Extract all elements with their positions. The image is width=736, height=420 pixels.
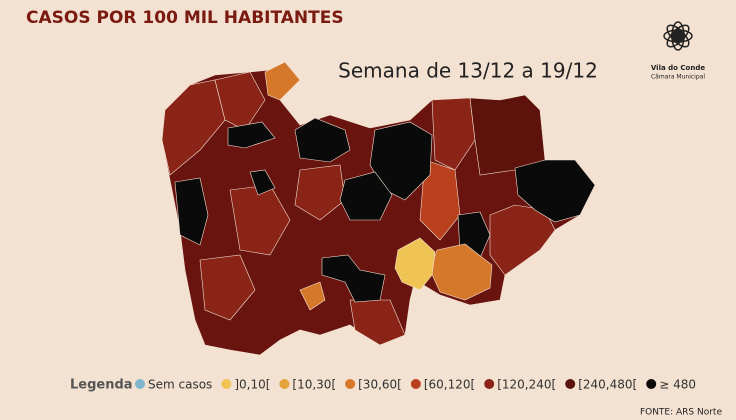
legend-swatch — [484, 379, 495, 389]
legend-swatch — [221, 379, 232, 389]
legend-swatch — [345, 379, 356, 389]
legend-label: ≥ 480 — [659, 378, 696, 392]
source: FONTE: ARS Norte — [640, 408, 723, 418]
legend-label: [240,480[ — [578, 378, 637, 392]
legend-swatch — [646, 379, 657, 389]
legend-swatch — [135, 379, 145, 389]
legend-label: [30,60[ — [358, 378, 402, 392]
legend-swatch — [410, 379, 421, 389]
logo-subname: Câmara Municipal — [651, 74, 705, 81]
legend-label: [10,30[ — [292, 378, 336, 392]
logo: Vila do Conde Câmara Municipal — [651, 21, 705, 81]
legend-label: [60,120[ — [424, 378, 475, 392]
subtitle: Semana de 13/12 a 19/12 — [338, 59, 598, 83]
map — [161, 61, 596, 356]
title: CASOS POR 100 MIL HABITANTES — [26, 8, 344, 28]
legend-label: ]0,10[ — [234, 378, 270, 392]
legend-swatch — [279, 379, 290, 389]
legend-label: Sem casos — [148, 378, 212, 392]
legend: Legenda Sem casos ]0,10[ [10,30[ [30,60[ [60… — [70, 378, 696, 393]
legend-label: [120,240[ — [497, 378, 556, 392]
legend-swatch — [565, 379, 576, 389]
logo-name: Vila do Conde — [651, 64, 705, 72]
legend-title: Legenda — [70, 378, 133, 393]
